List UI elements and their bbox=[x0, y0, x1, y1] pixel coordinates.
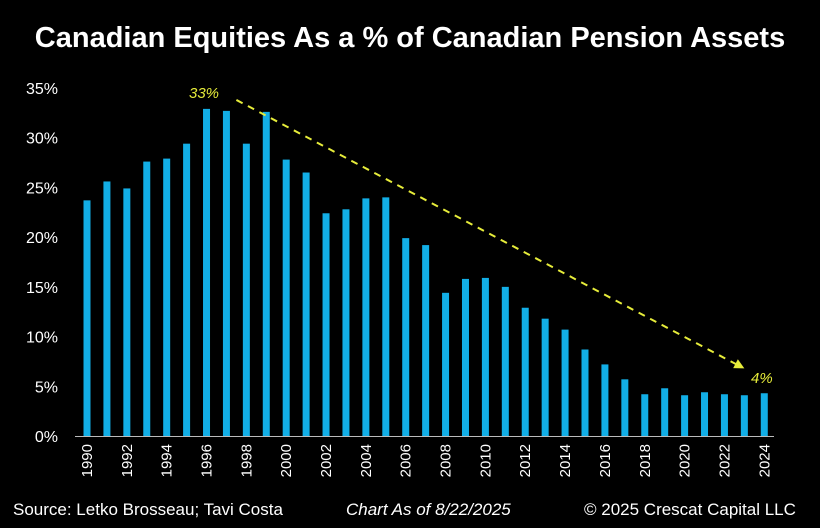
bar-1997 bbox=[222, 110, 230, 437]
x-tick-label: 2010 bbox=[477, 444, 494, 477]
bar-2003 bbox=[342, 209, 350, 436]
y-tick-label: 25% bbox=[26, 180, 58, 197]
bar-2024 bbox=[760, 393, 768, 436]
copyright: © 2025 Crescat Capital LLC bbox=[584, 500, 796, 519]
bar-2010 bbox=[481, 277, 489, 436]
y-tick-label: 35% bbox=[26, 81, 58, 98]
trend-arrow-line bbox=[235, 99, 739, 367]
x-tick-label: 2008 bbox=[438, 444, 455, 477]
bar-1996 bbox=[203, 108, 211, 436]
x-tick-label: 2022 bbox=[716, 444, 733, 477]
bar-2002 bbox=[322, 213, 330, 436]
source-note: Source: Letko Brosseau; Tavi Costa bbox=[13, 500, 283, 519]
x-tick-label: 2006 bbox=[398, 444, 415, 477]
x-tick-label: 2016 bbox=[597, 444, 614, 477]
bar-2004 bbox=[362, 198, 370, 436]
bar-2011 bbox=[501, 286, 509, 436]
bar-2009 bbox=[461, 278, 469, 436]
bar-1999 bbox=[262, 111, 270, 436]
bar-2008 bbox=[442, 292, 450, 436]
bar-1993 bbox=[143, 161, 151, 436]
y-tick-label: 5% bbox=[35, 379, 58, 396]
bar-2006 bbox=[402, 238, 410, 436]
x-tick-label: 2002 bbox=[318, 444, 335, 477]
bar-1995 bbox=[183, 143, 191, 436]
bar-2005 bbox=[382, 197, 390, 436]
bar-2021 bbox=[701, 392, 709, 436]
bar-2020 bbox=[681, 395, 689, 436]
y-tick-label: 15% bbox=[26, 280, 58, 297]
y-tick-label: 20% bbox=[26, 230, 58, 247]
y-tick-label: 10% bbox=[26, 330, 58, 347]
y-tick-label: 0% bbox=[35, 429, 58, 446]
bar-2022 bbox=[720, 394, 728, 436]
y-tick-label: 30% bbox=[26, 131, 58, 148]
x-tick-label: 2020 bbox=[677, 444, 694, 477]
bar-2015 bbox=[581, 349, 589, 436]
x-tick-label: 1996 bbox=[199, 444, 216, 477]
x-tick-label: 2004 bbox=[358, 444, 375, 477]
chart-title: Canadian Equities As a % of Canadian Pen… bbox=[34, 22, 786, 54]
bar-2023 bbox=[740, 395, 748, 436]
chart-date: Chart As of 8/22/2025 bbox=[346, 500, 511, 519]
bar-2013 bbox=[541, 318, 549, 436]
latest-annotation: 4% bbox=[751, 370, 773, 387]
x-tick-label: 1990 bbox=[79, 444, 96, 477]
bar-2000 bbox=[282, 159, 290, 437]
x-tick-label: 2014 bbox=[557, 444, 574, 477]
x-tick-label: 1994 bbox=[159, 444, 176, 477]
bar-2007 bbox=[422, 245, 430, 436]
bar-2018 bbox=[641, 394, 649, 436]
trend-arrow-head bbox=[733, 359, 745, 369]
bar-1998 bbox=[242, 143, 250, 436]
bar-1991 bbox=[103, 181, 111, 436]
x-tick-label: 2000 bbox=[278, 444, 295, 477]
bar-1992 bbox=[123, 188, 131, 436]
x-tick-label: 1992 bbox=[119, 444, 136, 477]
bar-2017 bbox=[621, 379, 629, 436]
bar-2014 bbox=[561, 329, 569, 436]
bar-2001 bbox=[302, 172, 310, 436]
bar-2016 bbox=[601, 364, 609, 436]
peak-annotation: 33% bbox=[189, 85, 219, 102]
bar-1990 bbox=[83, 200, 91, 436]
bar-2012 bbox=[521, 307, 529, 436]
x-tick-label: 2024 bbox=[756, 444, 773, 477]
bar-1994 bbox=[163, 158, 171, 436]
x-tick-label: 2018 bbox=[637, 444, 654, 477]
x-tick-label: 2012 bbox=[517, 444, 534, 477]
bar-2019 bbox=[661, 388, 669, 436]
x-tick-label: 1998 bbox=[238, 444, 255, 477]
